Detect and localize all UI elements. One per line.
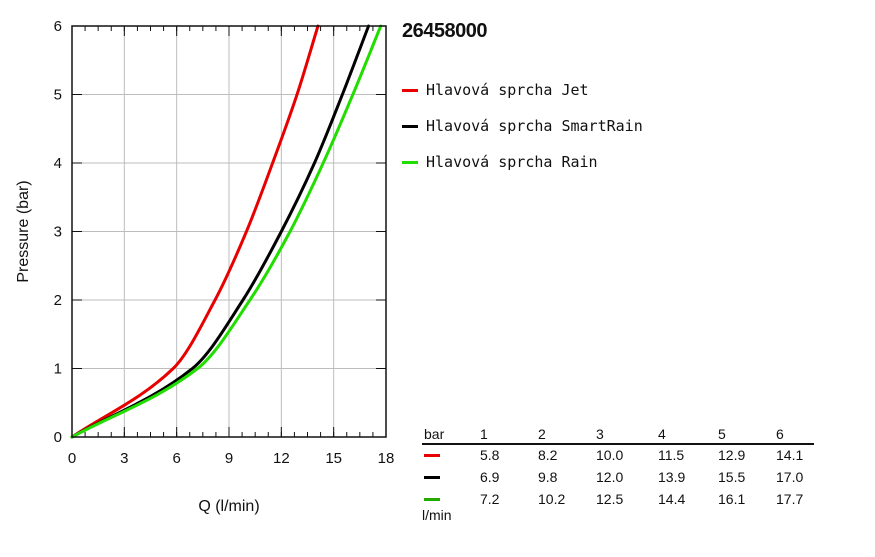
y-tick-label: 0 (54, 429, 62, 446)
table-cell: 5.8 (480, 447, 500, 463)
x-tick-label: 0 (68, 450, 76, 467)
legend-item-jet: Hlavová sprcha Jet (402, 72, 643, 108)
table-cell: 16.1 (718, 491, 746, 507)
legend-item-smartrain: Hlavová sprcha SmartRain (402, 108, 643, 144)
flow-table: bar 1 2 3 4 5 6 5.8 8.2 10.0 11.5 12.9 1… (422, 426, 814, 511)
y-tick-label: 2 (54, 292, 62, 309)
table-row: 7.2 10.2 12.5 14.4 16.1 17.7 (422, 489, 814, 511)
table-header: bar 1 2 3 4 5 6 (422, 426, 814, 445)
legend-label-rain: Hlavová sprcha Rain (426, 153, 598, 171)
table-cell: 12.5 (596, 491, 624, 507)
y-tick-label: 5 (54, 87, 62, 104)
y-tick-label: 1 (54, 361, 62, 378)
table-row: 6.9 9.8 12.0 13.9 15.5 17.0 (422, 467, 814, 489)
table-cell: 14.1 (776, 447, 804, 463)
table-unit-bar: bar (424, 426, 445, 442)
table-header-cell: 4 (658, 426, 666, 442)
legend-swatch-rain (402, 160, 418, 164)
grid (72, 26, 386, 437)
table-cell: 17.7 (776, 491, 804, 507)
y-tick-label: 3 (54, 224, 62, 241)
table-unit-lmin: l/min (422, 507, 452, 523)
table-header-cell: 5 (718, 426, 726, 442)
table-cell: 9.8 (538, 469, 558, 485)
table-header-cell: 2 (538, 426, 546, 442)
legend-item-rain: Hlavová sprcha Rain (402, 144, 643, 180)
x-tick-label: 18 (378, 450, 395, 467)
x-axis-title: Q (l/min) (198, 498, 259, 515)
table-cell: 10.0 (596, 447, 624, 463)
y-axis-title: Pressure (bar) (15, 180, 32, 282)
series-line-2 (70, 24, 383, 439)
x-tick-label: 9 (225, 450, 233, 467)
table-cell: 14.4 (658, 491, 686, 507)
table-cell: 11.5 (658, 447, 685, 463)
table-cell: 12.9 (718, 447, 746, 463)
series-line-0 (70, 24, 320, 439)
model-number: 26458000 (402, 20, 487, 42)
legend-label-jet: Hlavová sprcha Jet (426, 81, 589, 99)
table-cell: 8.2 (538, 447, 558, 463)
table-cell: 6.9 (480, 469, 500, 485)
x-tick-label: 12 (273, 450, 290, 467)
x-tick-label: 15 (325, 450, 342, 467)
table-cell: 10.2 (538, 491, 566, 507)
table-row: 5.8 8.2 10.0 11.5 12.9 14.1 (422, 445, 814, 467)
y-tick-label: 6 (54, 18, 62, 35)
row-swatch-smartrain (424, 476, 440, 479)
table-cell: 13.9 (658, 469, 686, 485)
x-tick-label: 3 (120, 450, 128, 467)
x-tick-label: 6 (172, 450, 180, 467)
y-tick-label: 4 (54, 155, 62, 172)
row-swatch-jet (424, 454, 440, 457)
legend-swatch-smartrain (402, 124, 418, 128)
legend-label-smartrain: Hlavová sprcha SmartRain (426, 117, 643, 135)
row-swatch-rain (424, 498, 440, 501)
legend: Hlavová sprcha Jet Hlavová sprcha SmartR… (402, 72, 643, 180)
legend-swatch-jet (402, 88, 418, 92)
ticks (71, 25, 387, 438)
table-cell: 15.5 (718, 469, 746, 485)
table-header-cell: 1 (480, 426, 488, 442)
series-lines (70, 24, 383, 439)
series-line-1 (70, 24, 371, 439)
table-header-cell: 3 (596, 426, 604, 442)
table-cell: 17.0 (776, 469, 804, 485)
table-cell: 7.2 (480, 491, 500, 507)
table-cell: 12.0 (596, 469, 624, 485)
table-header-cell: 6 (776, 426, 784, 442)
